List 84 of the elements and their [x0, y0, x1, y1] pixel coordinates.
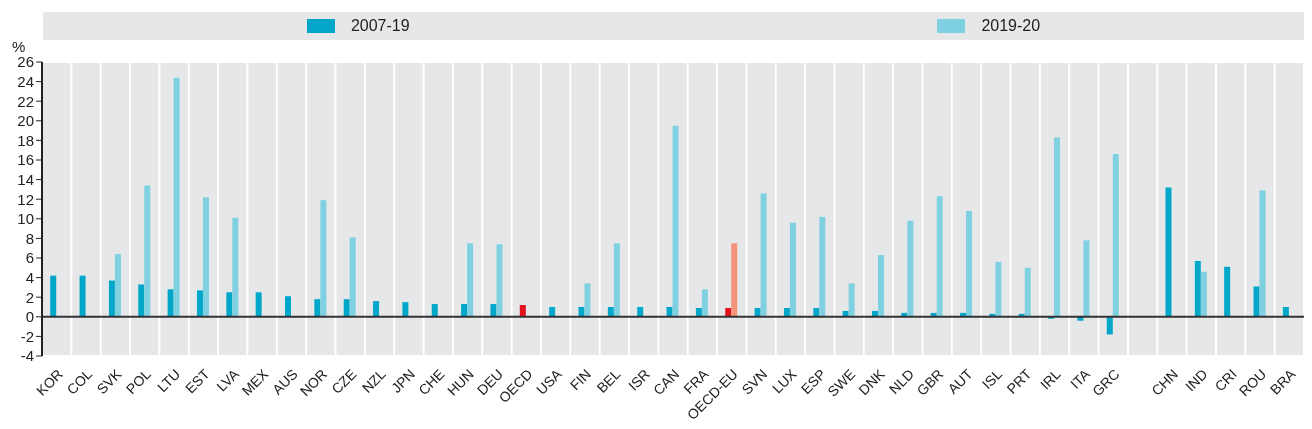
x-tick-label: BEL: [593, 365, 624, 396]
x-tick-label: NZL: [358, 365, 389, 396]
bar: [1024, 267, 1031, 317]
bar: [1112, 154, 1119, 317]
bar: [320, 200, 327, 317]
bar: [255, 292, 262, 317]
bar: [907, 220, 914, 317]
bar: [373, 301, 380, 317]
x-tick-label: USA: [533, 365, 566, 398]
bar: [1194, 260, 1201, 317]
bar: [701, 289, 708, 317]
bar: [138, 284, 145, 317]
y-tick-label: 16: [17, 151, 34, 169]
legend-label: 2019-20: [981, 17, 1041, 35]
y-tick-label: 18: [17, 131, 34, 149]
x-tick-label: FIN: [566, 365, 595, 394]
bar: [995, 261, 1002, 317]
bar: [519, 305, 526, 317]
bar: [467, 243, 474, 317]
bar: [877, 255, 884, 317]
y-tick-label: 2: [25, 288, 34, 306]
x-tick-label: CRI: [1211, 365, 1240, 395]
x-tick-label: ISR: [625, 365, 653, 394]
bar: [1054, 137, 1061, 317]
bar: [496, 244, 503, 317]
bar: [613, 243, 620, 317]
bar: [490, 304, 497, 317]
y-tick-label: 8: [25, 229, 34, 247]
bar: [461, 304, 468, 317]
bar: [789, 222, 796, 317]
bar: [936, 196, 943, 317]
bar: [167, 289, 174, 317]
bar: [285, 296, 292, 317]
bar: [1200, 271, 1207, 317]
bar: [584, 283, 591, 317]
bar: [1253, 286, 1260, 317]
y-tick-label: 22: [17, 92, 34, 110]
bar: [79, 275, 86, 317]
y-tick-label: 4: [25, 268, 34, 286]
bar: [1259, 190, 1266, 317]
x-tick-label: POL: [122, 365, 155, 397]
x-tick-label: LVA: [213, 365, 243, 395]
y-tick-label: 14: [17, 170, 34, 188]
y-tick-label: 10: [17, 210, 34, 228]
bar: [966, 210, 973, 317]
bar: [819, 216, 826, 317]
x-tick-label: ISL: [978, 365, 1006, 393]
y-tick-label: 6: [25, 249, 34, 267]
bar: [1224, 266, 1231, 317]
x-tick-label: ITA: [1067, 365, 1094, 392]
y-tick-label: 26: [17, 53, 34, 71]
y-axis-title: %: [12, 38, 26, 55]
bar: [1083, 240, 1090, 317]
x-tick-label: IND: [1182, 365, 1211, 395]
bar: [114, 254, 121, 317]
bar: [848, 283, 855, 317]
bar: [202, 197, 209, 317]
x-tick-label: COL: [63, 365, 96, 398]
bar: [672, 125, 679, 317]
bar: [144, 185, 151, 317]
bar: [431, 304, 438, 317]
bar: [731, 243, 738, 317]
y-tick-label: -2: [20, 327, 34, 345]
bar: [402, 302, 409, 317]
y-tick-label: -4: [20, 347, 34, 365]
x-tick-label: IRL: [1037, 365, 1064, 393]
bar: [343, 299, 350, 317]
y-tick-label: 0: [25, 308, 34, 326]
bar: [349, 237, 356, 317]
bar: [226, 292, 233, 317]
x-tick-label: LTU: [153, 365, 184, 396]
y-tick-label: 24: [17, 72, 34, 90]
y-tick-label: 12: [17, 190, 34, 208]
bar: [1106, 316, 1113, 335]
bar: [760, 193, 767, 317]
bar: [173, 77, 180, 317]
y-tick-label: 20: [17, 112, 34, 130]
legend-label: 2007-19: [350, 17, 410, 35]
bar: [50, 275, 57, 317]
bar: [196, 290, 203, 317]
bar: [314, 299, 321, 317]
bar: [1165, 187, 1172, 317]
bar: [108, 280, 115, 317]
bar: [232, 217, 239, 317]
